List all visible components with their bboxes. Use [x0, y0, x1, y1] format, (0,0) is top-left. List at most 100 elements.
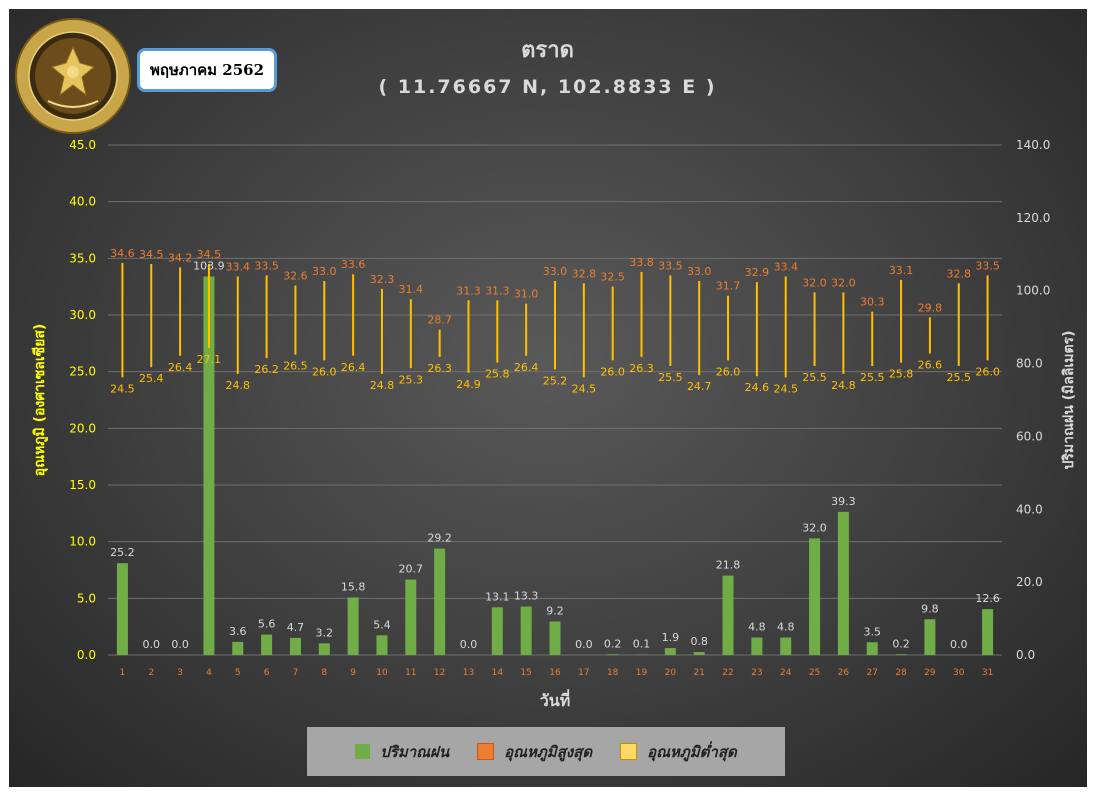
rain-value-label: 13.1: [485, 590, 510, 603]
tmax-value-label: 33.1: [889, 264, 914, 277]
right-tick-label: 0.0: [1016, 648, 1035, 662]
x-tick-label: 29: [924, 668, 936, 678]
x-tick-label: 26: [838, 668, 850, 678]
right-tick-label: 80.0: [1016, 357, 1043, 371]
right-tick-label: 140.0: [1016, 138, 1050, 152]
tmax-value-label: 32.0: [831, 276, 856, 289]
rain-value-label: 0.0: [460, 638, 478, 651]
rain-value-label: 4.8: [777, 621, 795, 634]
tmin-value-label: 24.8: [831, 379, 856, 392]
tmax-value-label: 33.5: [975, 259, 1000, 272]
x-tick-label: 10: [376, 668, 388, 678]
tmin-value-label: 25.3: [399, 373, 424, 386]
tmax-value-label: 31.3: [456, 284, 481, 297]
tmax-value-label: 31.3: [485, 284, 510, 297]
legend-item-rain: ปริมาณฝน: [355, 740, 449, 764]
tmin-value-label: 26.0: [312, 365, 337, 378]
tmin-value-label: 26.5: [283, 360, 308, 373]
tmin-value-label: 26.4: [168, 361, 193, 374]
tmin-value-label: 27.1: [197, 353, 222, 366]
rain-bar: [751, 637, 763, 655]
tmin-value-label: 25.5: [860, 371, 885, 384]
rain-bar: [607, 654, 619, 655]
rain-bar: [116, 563, 128, 655]
tmax-value-label: 33.8: [629, 256, 654, 269]
legend-label-tmin: อุณหภูมิต่ำสุด: [647, 742, 737, 761]
legend: ปริมาณฝน อุณหภูมิสูงสุด อุณหภูมิต่ำสุด: [307, 727, 785, 776]
rain-value-label: 0.1: [633, 638, 651, 651]
rain-bars: [116, 276, 994, 655]
tmin-value-label: 25.8: [485, 368, 510, 381]
rain-value-label: 9.2: [546, 604, 564, 617]
tmax-value-label: 32.8: [572, 267, 597, 280]
tmax-value-label: 33.0: [687, 265, 712, 278]
x-tick-label: 17: [578, 668, 589, 678]
x-tick-label: 6: [264, 668, 270, 678]
tmax-value-label: 33.4: [773, 260, 798, 273]
rain-bar: [982, 609, 994, 655]
tmax-value-label: 31.4: [399, 283, 424, 296]
temperature-range-lines: [121, 262, 989, 378]
tmin-value-label: 24.5: [773, 382, 798, 395]
x-tick-label: 20: [665, 668, 677, 678]
rain-value-label: 32.0: [802, 521, 827, 534]
rain-value-label: 0.0: [575, 638, 593, 651]
tmin-value-label: 25.4: [139, 372, 164, 385]
month-label: พฤษภาคม 2562: [137, 48, 277, 92]
x-tick-label: 7: [293, 668, 299, 678]
legend-label-rain: ปริมาณฝน: [380, 742, 450, 761]
x-tick-label: 30: [953, 668, 965, 678]
x-tick-label: 22: [722, 668, 733, 678]
right-axis-title: ปริมาณฝน (มิลลิเมตร): [1061, 331, 1077, 470]
rain-value-label: 25.2: [110, 546, 135, 559]
tmin-value-label: 24.5: [110, 382, 135, 395]
tmin-value-label: 26.0: [716, 365, 741, 378]
chart-panel: [9, 9, 1087, 787]
tmax-value-label: 33.5: [658, 259, 683, 272]
left-tick-label: 30.0: [69, 308, 96, 322]
chart-subtitle: ( 11.76667 N, 102.8833 E ): [378, 76, 717, 98]
rain-bar: [780, 637, 792, 655]
tmax-value-label: 33.0: [312, 265, 337, 278]
rain-value-label: 5.4: [373, 618, 391, 631]
rain-value-label: 0.2: [892, 637, 910, 650]
rain-bar: [318, 643, 330, 655]
legend-swatch-tmin: [620, 743, 638, 760]
x-tick-label: 24: [780, 668, 792, 678]
rain-value-label: 0.0: [950, 638, 968, 651]
x-tick-label: 5: [235, 668, 241, 678]
x-tick-label: 23: [751, 668, 762, 678]
left-tick-label: 10.0: [69, 535, 96, 549]
rain-value-label: 29.2: [427, 532, 452, 545]
rain-bar: [722, 575, 734, 655]
left-tick-label: 40.0: [69, 195, 96, 209]
rain-bar: [866, 642, 878, 655]
rain-bar: [376, 635, 388, 655]
left-tick-label: 25.0: [69, 365, 96, 379]
right-tick-label: 20.0: [1016, 575, 1043, 589]
x-tick-label: 13: [463, 668, 474, 678]
tmin-value-label: 26.4: [341, 361, 366, 374]
x-tick-label: 28: [895, 668, 907, 678]
meteorological-department-logo: [15, 18, 131, 134]
rain-value-label: 4.8: [748, 621, 766, 634]
tmax-value-label: 30.3: [860, 296, 885, 309]
gridlines: [108, 144, 1002, 656]
left-axis-title: อุณหภูมิ (องศาเซลเซียส): [32, 324, 48, 477]
rain-value-label: 21.8: [716, 559, 741, 572]
rain-value-label: 20.7: [399, 563, 424, 576]
legend-item-tmin: อุณหภูมิต่ำสุด: [620, 740, 737, 764]
chart-title: ตราด: [521, 38, 574, 63]
tmax-value-label: 33.6: [341, 258, 366, 271]
left-tick-label: 35.0: [69, 251, 96, 265]
rain-value-label: 13.3: [514, 590, 539, 603]
tmin-value-label: 26.2: [254, 363, 279, 376]
rain-bar: [232, 641, 244, 655]
rain-value-label: 3.6: [229, 625, 247, 638]
x-tick-label: 25: [809, 668, 820, 678]
tmin-value-label: 24.8: [226, 379, 251, 392]
tmax-value-label: 32.9: [745, 266, 770, 279]
tmin-value-label: 26.4: [514, 361, 539, 374]
rain-bar: [520, 606, 532, 655]
x-tick-label: 4: [206, 668, 212, 678]
